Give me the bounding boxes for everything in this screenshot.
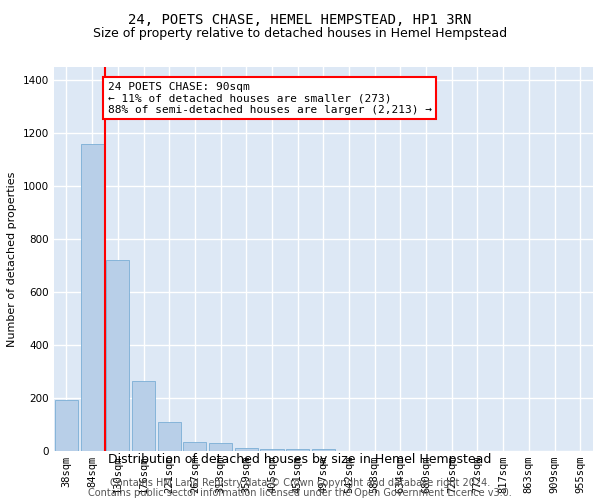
Bar xyxy=(209,444,232,450)
Bar xyxy=(80,144,104,451)
Text: 24, POETS CHASE, HEMEL HEMPSTEAD, HP1 3RN: 24, POETS CHASE, HEMEL HEMPSTEAD, HP1 3R… xyxy=(128,12,472,26)
Text: 24 POETS CHASE: 90sqm
← 11% of detached houses are smaller (273)
88% of semi-det: 24 POETS CHASE: 90sqm ← 11% of detached … xyxy=(107,82,431,114)
Text: Contains public sector information licensed under the Open Government Licence v3: Contains public sector information licen… xyxy=(88,488,512,498)
Bar xyxy=(286,448,309,450)
Text: Distribution of detached houses by size in Hemel Hempstead: Distribution of detached houses by size … xyxy=(109,452,491,466)
Bar xyxy=(184,442,206,450)
Bar xyxy=(106,260,130,450)
Bar xyxy=(55,400,78,450)
Bar xyxy=(132,380,155,450)
Text: Size of property relative to detached houses in Hemel Hempstead: Size of property relative to detached ho… xyxy=(93,28,507,40)
Bar xyxy=(235,448,258,450)
Y-axis label: Number of detached properties: Number of detached properties xyxy=(7,171,17,346)
Bar xyxy=(158,422,181,450)
Bar xyxy=(260,448,284,450)
Text: Contains HM Land Registry data © Crown copyright and database right 2024.: Contains HM Land Registry data © Crown c… xyxy=(110,478,490,488)
